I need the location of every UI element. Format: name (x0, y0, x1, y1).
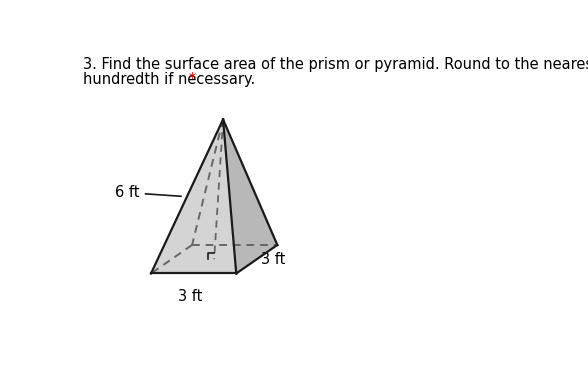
Polygon shape (192, 120, 278, 245)
Text: 3. Find the surface area of the prism or pyramid. Round to the nearest: 3. Find the surface area of the prism or… (83, 57, 588, 72)
Text: 3 ft: 3 ft (260, 252, 285, 267)
Polygon shape (223, 120, 278, 273)
Text: 6 ft: 6 ft (115, 185, 181, 200)
Polygon shape (151, 120, 223, 273)
Text: 3 ft: 3 ft (178, 289, 202, 304)
Polygon shape (151, 120, 236, 273)
Text: hundredth if necessary.: hundredth if necessary. (83, 72, 260, 87)
Polygon shape (151, 245, 278, 273)
Text: *: * (188, 72, 196, 87)
